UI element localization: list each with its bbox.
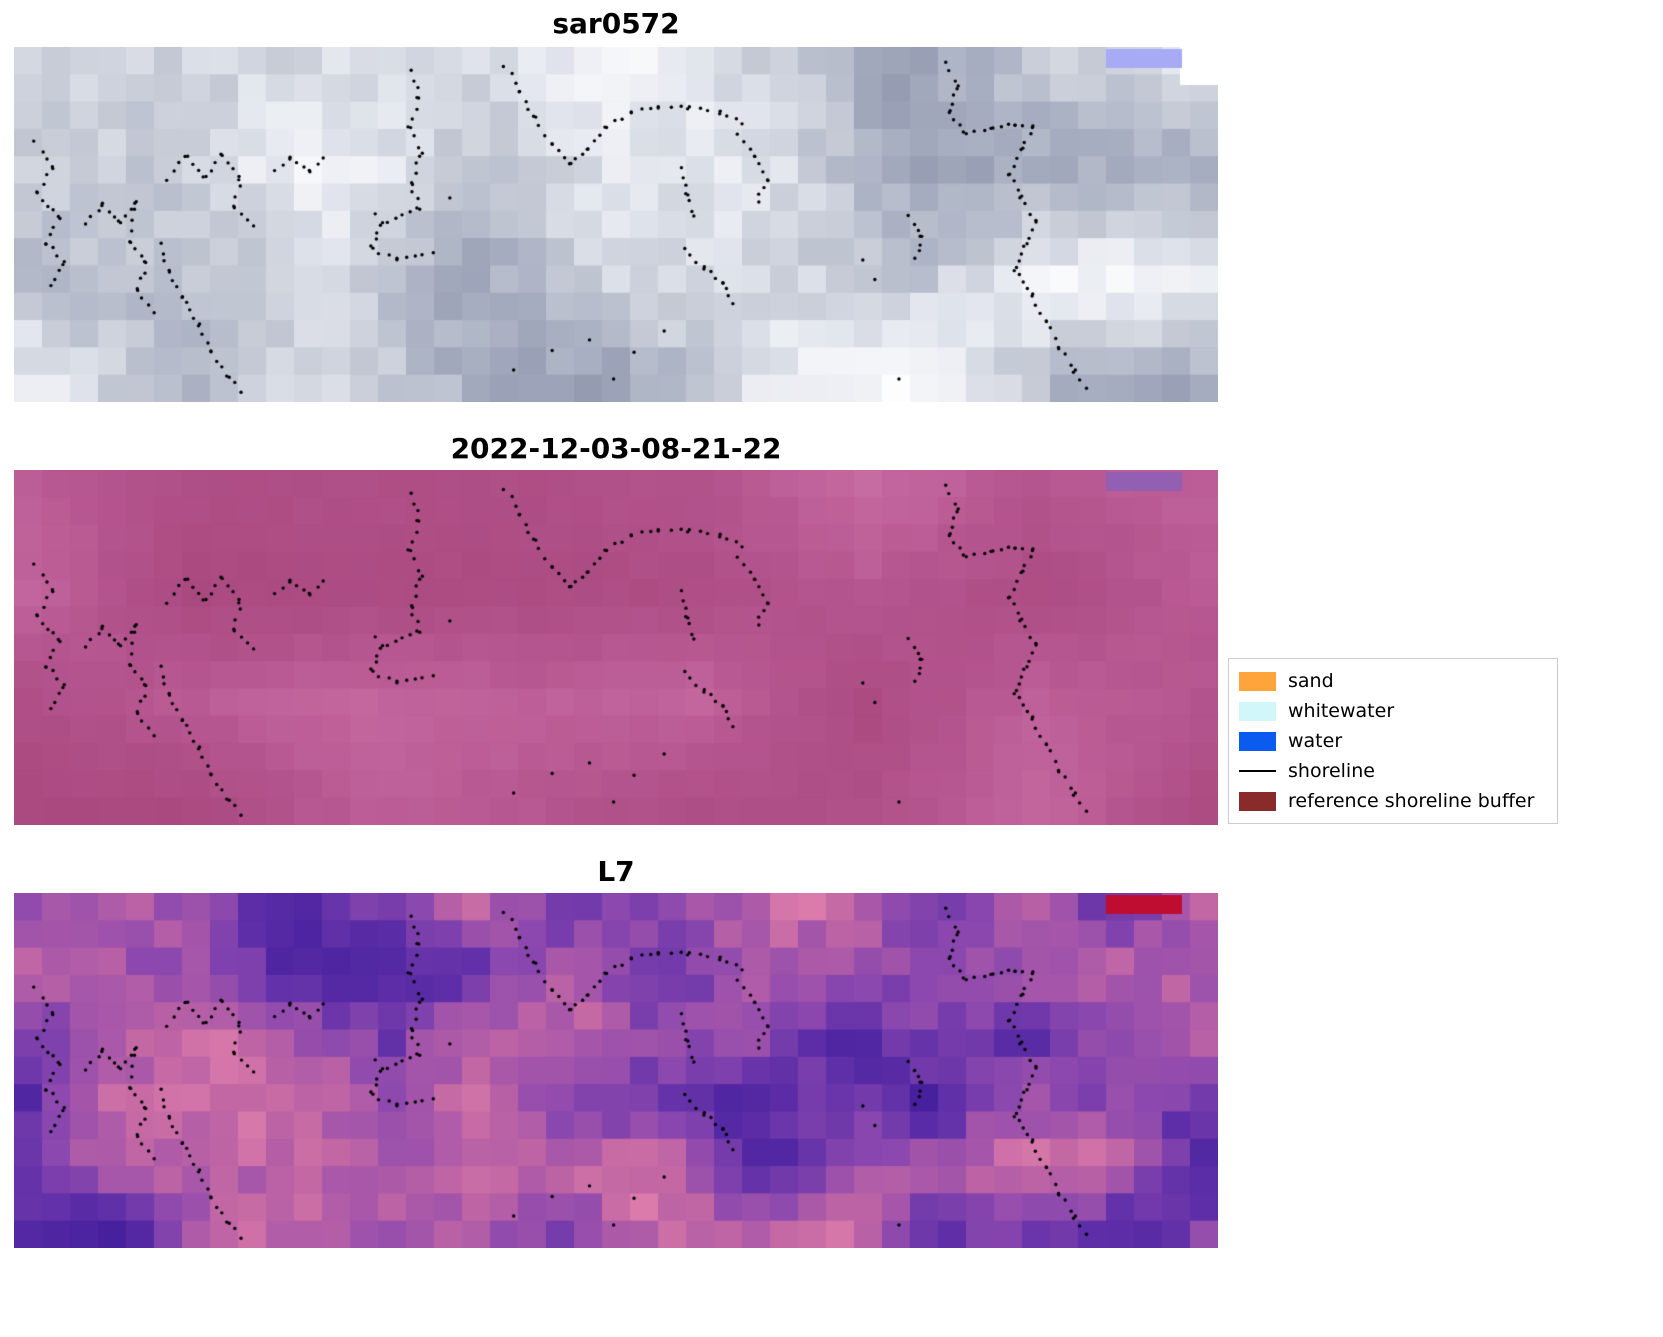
satellite-image-optical [14, 470, 1218, 825]
legend-line-shoreline [1239, 770, 1276, 772]
legend-label: sand [1288, 670, 1334, 692]
legend-item: water [1239, 726, 1547, 756]
legend-item: shoreline [1239, 756, 1547, 786]
legend-swatch-reference-buffer [1239, 791, 1276, 811]
legend-label: whitewater [1288, 700, 1395, 722]
legend-swatch-whitewater [1239, 701, 1276, 721]
legend-item: whitewater [1239, 696, 1547, 726]
panel-title: L7 [597, 855, 635, 888]
legend: sand whitewater water shoreline referenc… [1228, 658, 1558, 824]
legend-item: reference shoreline buffer [1239, 786, 1547, 816]
panel-title: sar0572 [552, 7, 680, 40]
panel-title: 2022-12-03-08-21-22 [450, 432, 782, 465]
legend-swatch-water [1239, 731, 1276, 751]
satellite-image-l7 [14, 893, 1218, 1248]
legend-label: shoreline [1288, 760, 1375, 782]
legend-label: reference shoreline buffer [1288, 790, 1535, 812]
legend-label: water [1288, 730, 1343, 752]
satellite-image-sar [14, 47, 1218, 402]
legend-item: sand [1239, 666, 1547, 696]
legend-swatch-sand [1239, 671, 1276, 691]
